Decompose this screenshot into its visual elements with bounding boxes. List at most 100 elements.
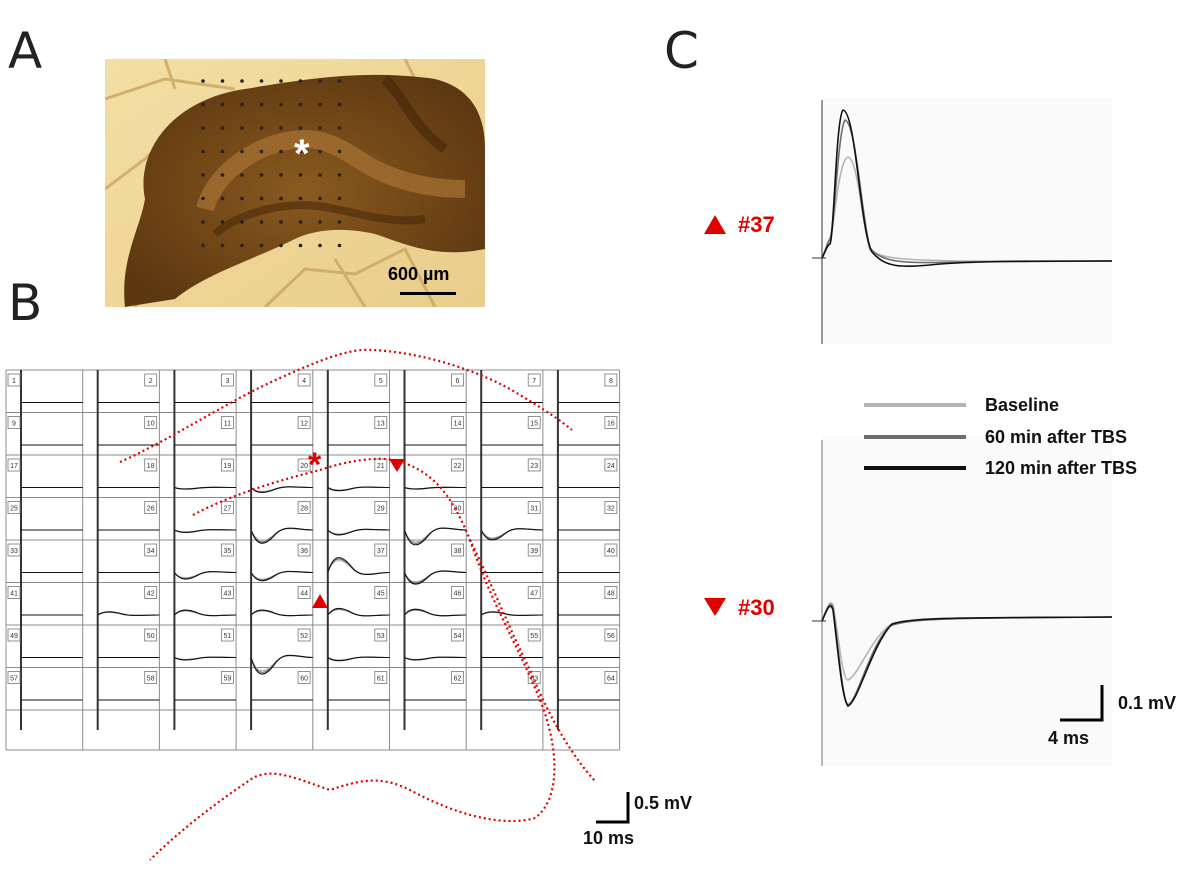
field-potential-trace [327,607,390,617]
panel-c-letter: C [664,22,699,80]
electrode-dot [318,102,322,107]
electrode-dot [259,220,264,224]
electrode-dot [279,102,283,107]
electrode-number: 41 [10,591,18,598]
electrode-number: 5 [379,378,383,385]
trace-scale-time: 4 ms [1048,728,1090,748]
electrode-dot [279,243,283,248]
field-potential-trace [250,654,313,675]
electrode-number: 52 [300,633,308,640]
electrode-dot [220,149,225,154]
electrode-number: 54 [454,633,462,640]
electrode-30-marker [389,459,405,472]
electrode-number: 47 [530,591,538,598]
electrode-dot [220,173,225,177]
region-boundaries [119,348,597,861]
field-potential-trace [173,609,237,617]
electrode-number: 9 [12,421,16,428]
electrode-number: 50 [147,633,155,640]
field-potential-trace [327,486,390,492]
electrode-number: 19 [224,463,232,470]
electrode-number: 28 [300,506,308,513]
field-potential-trace [250,570,313,582]
electrode-dot [318,243,322,248]
electrode-dot [259,102,264,107]
legend-label-baseline: Baseline [985,395,1060,415]
electrode-dot [318,173,322,177]
electrode-number: 3 [225,378,229,385]
electrode-dot [279,220,283,224]
electrode-dot [298,102,303,107]
electrode-dot [298,220,303,224]
electrode-number: 45 [377,591,385,598]
electrode-dot [220,196,225,201]
electrode-dot [240,149,244,154]
electrode-dot [220,126,225,130]
field-potential-trace [173,571,237,580]
electrode-number: 58 [147,676,155,683]
stimulation-electrode-asterisk: * [308,446,322,484]
electrode-number: 6 [456,378,460,385]
electrode-number: 16 [607,421,615,428]
electrode-number: 31 [530,506,538,513]
electrode-number: 51 [224,633,232,640]
electrode-number: 25 [10,506,18,513]
electrode-number: 60 [300,676,308,683]
electrode-number: 64 [607,676,615,683]
electrode-dot [259,149,264,154]
electrode-dot [220,243,225,248]
grid-scale-voltage: 0.5 mV [634,793,693,813]
electrode-number: 18 [147,463,155,470]
electrode-number: 61 [377,676,385,683]
field-potential-trace [404,486,467,490]
electrode-number: 57 [10,676,18,683]
electrode-dot [298,126,303,130]
electrode-dot [259,79,264,83]
electrode-dot [337,196,342,201]
electrode-number: 7 [532,378,536,385]
electrode-number: 1 [12,378,16,385]
electrode-number: 56 [607,633,615,640]
electrode-number: 59 [224,676,232,683]
electrode-dot [201,243,205,248]
electrode-dot [337,149,342,154]
electrode-dot [240,102,244,107]
legend-label-120min: 120 min after TBS [985,458,1138,478]
electrode-dot [298,243,303,248]
electrode-number: 26 [147,506,155,513]
electrode-number: 30 [454,506,462,513]
electrode-37-marker [312,594,328,608]
electrode-dot [298,79,303,83]
electrode-number: 39 [530,548,538,555]
electrode-dot [337,126,342,130]
electrode-number: 42 [147,591,155,598]
electrode-number: 53 [377,633,385,640]
electrode-number: 38 [454,548,462,555]
electrode-dot [337,243,342,248]
photo-scale-bar [400,292,456,295]
electrode-number: 32 [607,506,615,513]
electrode-number: 35 [224,548,232,555]
electrode-dot [318,126,322,130]
electrode-number: 23 [530,463,538,470]
electrode-number: 34 [147,548,155,555]
electrode-number: 2 [149,378,153,385]
electrode-dot [201,102,205,107]
electrode-dot [318,79,322,83]
electrode-dot [201,173,205,177]
electrode-number: 27 [224,506,232,513]
electrode-number: 8 [609,378,613,385]
electrode-number: 13 [377,421,385,428]
field-potential-trace [327,656,390,662]
panel-a-letter: A [8,22,43,80]
field-potential-trace [404,656,467,661]
trace-30 [812,440,1113,766]
electrode-number: 62 [454,676,462,683]
electrode-number: 33 [10,548,18,555]
trace-37 [812,100,1113,344]
triangle-up-icon [704,215,726,234]
hippocampal-slice-photo [105,59,485,307]
electrode-dot [220,220,225,224]
